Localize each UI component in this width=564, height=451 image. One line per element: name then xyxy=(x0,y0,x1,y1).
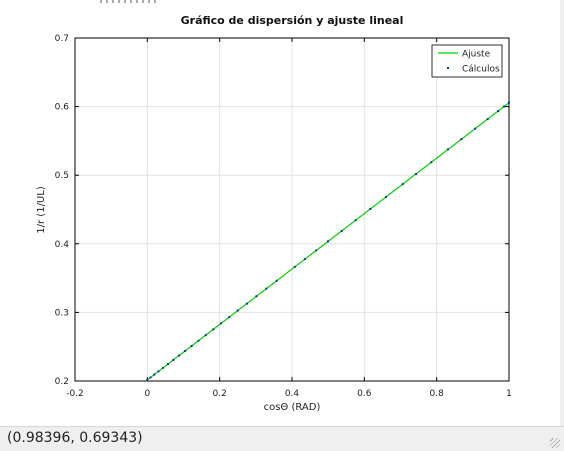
data-point xyxy=(236,309,239,312)
data-point xyxy=(197,339,200,342)
data-point xyxy=(220,322,223,325)
data-point xyxy=(265,287,268,290)
legend-points-label: Cálculos xyxy=(462,65,500,75)
x-tick-label: 0.6 xyxy=(357,389,372,399)
x-tick-label: 0.2 xyxy=(213,389,227,399)
data-point xyxy=(245,302,248,305)
data-point xyxy=(166,363,169,366)
data-point xyxy=(460,138,463,141)
legend-fit-label: Ajuste xyxy=(462,50,491,60)
legend-box xyxy=(431,44,503,78)
data-point xyxy=(149,376,152,379)
data-point xyxy=(293,265,296,268)
data-point xyxy=(486,118,489,121)
data-point xyxy=(503,105,506,108)
y-axis-label: 1/r (1/UL) xyxy=(36,186,47,234)
data-point xyxy=(161,366,164,369)
data-point xyxy=(497,110,500,113)
data-point xyxy=(172,358,175,361)
y-tick-label: 0.2 xyxy=(55,377,69,387)
data-layer xyxy=(146,101,510,381)
data-point xyxy=(326,240,329,243)
status-bar: (0.98396, 0.69343) xyxy=(0,426,564,451)
data-point xyxy=(153,373,156,376)
axis-ticks: -0.2 0 0.2 0.4 0.6 0.8 1 0.2 0.3 0.4 0.5 0.6 0.7 xyxy=(55,34,512,399)
data-point xyxy=(369,207,372,210)
data-point xyxy=(275,279,278,282)
data-point xyxy=(401,183,404,186)
x-tick-label: 0.4 xyxy=(285,389,300,399)
legend[interactable]: Ajuste Cálculos xyxy=(431,44,503,78)
data-point xyxy=(190,345,193,348)
cursor-coordinates-readout: (0.98396, 0.69343) xyxy=(7,430,143,446)
chart-title: Gráfico de dispersión y ajuste lineal xyxy=(181,14,404,27)
y-tick-label: 0.4 xyxy=(55,240,70,250)
resize-grip-icon[interactable] xyxy=(550,438,560,448)
data-point xyxy=(255,295,258,298)
data-point xyxy=(212,328,215,331)
scatter-chart[interactable]: -0.2 0 0.2 0.4 0.6 0.8 1 0.2 0.3 0.4 0.5 0.6 0.7 Grá… xyxy=(0,6,560,425)
data-point xyxy=(178,354,181,357)
x-axis-label: cosΘ (RAD) xyxy=(264,402,321,413)
data-point xyxy=(315,249,318,252)
data-point xyxy=(228,316,231,319)
data-point xyxy=(415,172,418,175)
figure-canvas[interactable]: -0.2 0 0.2 0.4 0.6 0.8 1 0.2 0.3 0.4 0.5 0.6 0.7 Grá… xyxy=(0,6,561,425)
data-point xyxy=(447,148,450,151)
data-point xyxy=(354,219,357,222)
x-tick-label: 0 xyxy=(144,389,150,399)
data-point xyxy=(303,258,306,261)
y-tick-label: 0.3 xyxy=(55,308,69,318)
data-point xyxy=(184,349,187,352)
y-tick-label: 0.5 xyxy=(55,171,69,181)
data-point xyxy=(430,161,433,164)
window-right-edge xyxy=(560,0,564,428)
legend-points-swatch xyxy=(447,67,449,69)
x-tick-label: 1 xyxy=(506,389,512,399)
data-point xyxy=(157,370,160,373)
y-tick-label: 0.7 xyxy=(55,34,69,44)
data-point xyxy=(474,127,477,130)
toolbar-remnant xyxy=(100,0,160,3)
data-point xyxy=(508,101,510,104)
window-top-strip xyxy=(0,0,564,6)
x-tick-label: 0.8 xyxy=(430,389,445,399)
data-point xyxy=(204,334,207,337)
data-point xyxy=(146,378,149,381)
data-point xyxy=(340,229,343,232)
x-tick-label: -0.2 xyxy=(66,389,84,399)
data-point xyxy=(384,195,387,198)
y-tick-label: 0.6 xyxy=(55,103,70,113)
